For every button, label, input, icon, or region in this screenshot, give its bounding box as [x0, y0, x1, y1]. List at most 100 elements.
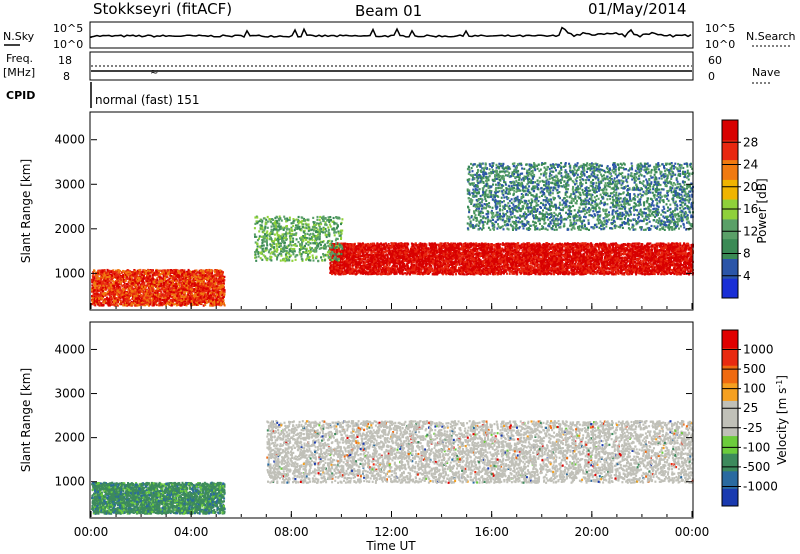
power-cell: [222, 297, 224, 299]
power-cell: [212, 284, 214, 286]
power-cell: [95, 280, 97, 282]
power-cell: [220, 290, 222, 292]
power-cell: [183, 271, 185, 273]
power-cell: [141, 283, 143, 285]
power-cell: [213, 302, 215, 304]
power-cell: [221, 285, 223, 287]
power-cell: [138, 291, 140, 293]
power-cell: [149, 275, 151, 277]
power-cell: [157, 288, 159, 290]
power-cell: [195, 273, 197, 275]
power-cell: [210, 270, 212, 272]
power-cell: [193, 290, 195, 292]
power-cell: [209, 300, 211, 302]
power-cell: [150, 301, 152, 303]
power-cell: [163, 283, 165, 285]
power-cell: [134, 276, 136, 278]
power-cell: [112, 293, 114, 295]
power-cell: [158, 290, 160, 292]
power-cell: [179, 286, 181, 288]
power-cell: [104, 270, 106, 272]
power-cell: [214, 274, 216, 276]
power-cell: [173, 294, 175, 296]
power-cell: [176, 298, 178, 300]
power-cell: [149, 299, 151, 301]
power-cell: [153, 302, 155, 304]
power-cell: [208, 273, 210, 275]
power-cell: [138, 282, 140, 284]
power-cell: [203, 272, 205, 274]
power-cell: [132, 290, 134, 292]
power-cell: [219, 296, 221, 298]
power-cell: [147, 277, 149, 279]
power-cell: [218, 279, 220, 281]
power-cell: [149, 270, 151, 272]
power-cell: [94, 287, 96, 289]
power-cell: [160, 283, 162, 285]
power-cell: [126, 298, 128, 300]
power-cell: [119, 287, 121, 289]
power-cell: [111, 277, 113, 279]
power-cell: [165, 272, 167, 274]
power-cell: [101, 297, 103, 299]
power-cell: [111, 275, 113, 277]
power-cell: [116, 287, 118, 289]
radar-summary-plot: Stokkseyri (fitACF) Beam 01 01/May/2014 …: [0, 0, 800, 554]
power-cell: [187, 294, 189, 296]
power-cell: [210, 283, 212, 285]
power-cell: [221, 274, 223, 276]
power-cell: [146, 297, 148, 299]
power-cell: [146, 299, 148, 301]
power-cell: [216, 294, 218, 296]
power-cell: [159, 276, 161, 278]
power-cell: [96, 276, 98, 278]
power-cell: [165, 296, 167, 298]
power-cell: [125, 304, 127, 306]
power-cell: [146, 292, 148, 294]
power-cell: [134, 289, 136, 291]
power-cell: [204, 293, 206, 295]
power-cell: [97, 303, 99, 305]
power-cell: [135, 295, 137, 297]
power-cell: [146, 290, 148, 292]
beam-title: Beam 01: [355, 2, 422, 20]
power-cell: [223, 302, 225, 304]
power-cell: [168, 271, 170, 273]
power-cell: [94, 300, 96, 302]
power-cell: [148, 280, 150, 282]
power-cell: [180, 296, 182, 298]
power-cell: [210, 292, 212, 294]
power-cell: [165, 289, 167, 291]
power-cell: [141, 274, 143, 276]
power-cell: [106, 272, 108, 274]
power-cell: [202, 274, 204, 276]
power-cell: [202, 270, 204, 272]
power-cell: [127, 271, 129, 273]
power-cell: [215, 289, 217, 291]
power-cell: [107, 291, 109, 293]
power-cell: [133, 297, 135, 299]
freq-tick-top: 18: [58, 54, 72, 67]
power-cell: [105, 289, 107, 291]
power-cell: [191, 277, 193, 279]
power-cell: [190, 271, 192, 273]
power-cell: [178, 298, 180, 300]
power-cell: [182, 286, 184, 288]
power-cell: [115, 271, 117, 273]
power-cell: [214, 277, 216, 279]
power-cell: [117, 284, 119, 286]
power-cell: [173, 269, 175, 271]
power-cell: [178, 289, 180, 291]
power-cell: [110, 292, 112, 294]
power-cell: [110, 284, 112, 286]
freq-label-line1: Freq.: [6, 52, 33, 65]
power-cell: [110, 302, 112, 304]
power-cell: [183, 292, 185, 294]
freq-tick-bottom: 8: [63, 70, 70, 83]
nsearch-tick-top: 10^5: [705, 22, 735, 35]
power-cell: [123, 297, 125, 299]
power-cell: [177, 301, 179, 303]
power-cell: [170, 271, 172, 273]
power-cell: [133, 302, 135, 304]
power-cell: [132, 284, 134, 286]
